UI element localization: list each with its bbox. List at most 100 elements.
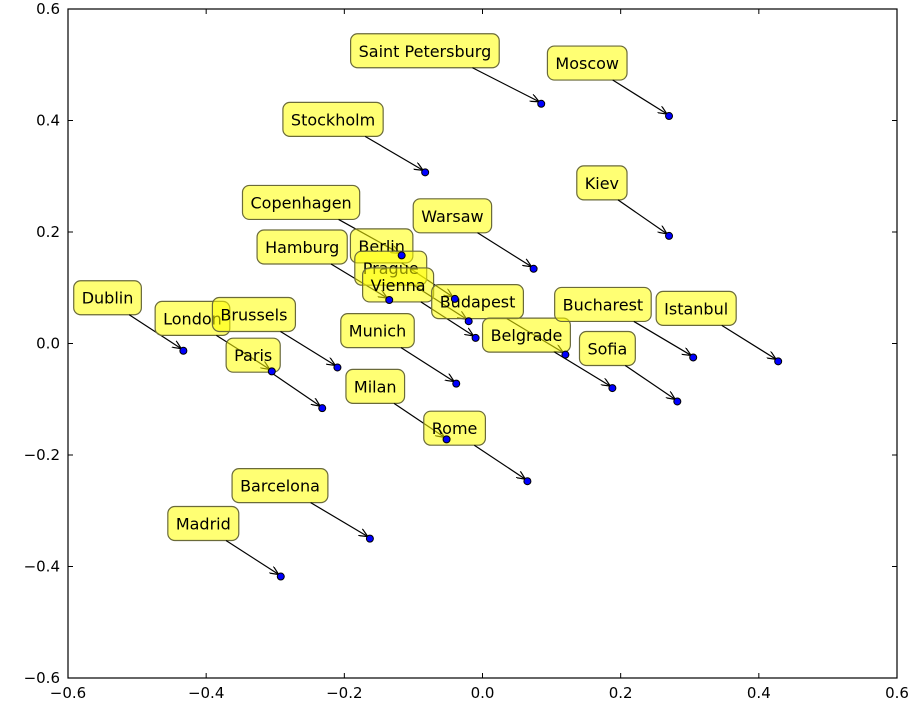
label-box-milan bbox=[345, 368, 406, 404]
annotation-budapest: Budapest bbox=[431, 284, 564, 353]
label-copenhagen: Copenhagen bbox=[250, 193, 351, 212]
label-box-dublin bbox=[73, 280, 142, 316]
point-madrid bbox=[276, 572, 285, 581]
annotation-istanbul: Istanbul bbox=[655, 290, 776, 359]
label-box-hamburg bbox=[256, 229, 348, 265]
annotation-belgrade: Belgrade bbox=[481, 317, 611, 386]
label-box-belgrade bbox=[481, 317, 571, 353]
annotation-copenhagen: Copenhagen bbox=[241, 184, 399, 253]
label-box-brussels bbox=[211, 296, 297, 333]
label-rome: Rome bbox=[432, 419, 478, 438]
label-london: London bbox=[163, 309, 222, 328]
x-tick-label: 0.4 bbox=[747, 684, 771, 702]
annotation-madrid: Madrid bbox=[167, 505, 279, 575]
point-moscow bbox=[665, 112, 674, 121]
label-milan: Milan bbox=[354, 377, 397, 396]
label-dublin: Dublin bbox=[82, 289, 134, 308]
arrow-barcelona bbox=[310, 502, 368, 537]
arrow-brussels bbox=[280, 330, 335, 365]
label-box-barcelona bbox=[231, 468, 329, 504]
annotation-paris: Paris bbox=[225, 337, 320, 406]
label-box-madrid bbox=[167, 505, 240, 542]
annotation-milan: Milan bbox=[345, 368, 445, 437]
annotation-dublin: Dublin bbox=[73, 280, 182, 349]
data-points bbox=[179, 99, 783, 581]
label-saint-petersburg: Saint Petersburg bbox=[359, 42, 492, 61]
x-tick-label: −0.2 bbox=[326, 684, 362, 702]
arrow-paris bbox=[270, 371, 320, 406]
label-box-copenhagen bbox=[241, 184, 361, 221]
point-brussels bbox=[333, 363, 342, 372]
point-warsaw bbox=[529, 264, 538, 273]
annotation-hamburg: Hamburg bbox=[256, 229, 387, 298]
x-tick-label: −0.4 bbox=[188, 684, 224, 702]
label-istanbul: Istanbul bbox=[664, 299, 728, 318]
label-box-moscow bbox=[546, 45, 628, 81]
label-box-sofia bbox=[578, 330, 636, 367]
label-box-saint-petersburg bbox=[350, 33, 500, 69]
point-munich bbox=[452, 379, 461, 388]
point-stockholm bbox=[421, 168, 430, 177]
ticks: −0.6 −0.4 −0.2 0.0 0.2 0.4 0.6 −0.6 −0.4 −0.2 0.0 0… bbox=[24, 0, 908, 702]
y-tick-label: 0.6 bbox=[36, 0, 60, 18]
label-box-rome bbox=[423, 410, 487, 446]
point-sofia bbox=[673, 397, 682, 406]
x-tick-label: 0.0 bbox=[471, 684, 495, 702]
arrow-moscow bbox=[612, 79, 667, 114]
annotation-stockholm: Stockholm bbox=[282, 101, 423, 170]
arrow-munich bbox=[400, 347, 454, 382]
label-budapest: Budapest bbox=[440, 293, 516, 312]
label-box-warsaw bbox=[412, 198, 493, 234]
point-prague bbox=[464, 317, 473, 326]
annotation-warsaw: Warsaw bbox=[412, 198, 531, 267]
label-box-paris bbox=[225, 337, 281, 373]
point-milan bbox=[442, 435, 451, 444]
annotation-kiev: Kiev bbox=[576, 165, 667, 234]
point-budapest bbox=[561, 350, 570, 359]
arrow-dublin bbox=[128, 314, 181, 349]
label-box-munich bbox=[340, 313, 415, 349]
annotation-barcelona: Barcelona bbox=[231, 468, 368, 537]
point-saint-petersburg bbox=[537, 99, 546, 108]
point-istanbul bbox=[774, 357, 783, 366]
point-barcelona bbox=[365, 534, 374, 543]
annotation-saint-petersburg: Saint Petersburg bbox=[350, 33, 540, 102]
label-madrid: Madrid bbox=[176, 515, 231, 534]
x-tick-label: 0.6 bbox=[885, 684, 908, 702]
label-vienna: Vienna bbox=[371, 276, 426, 295]
arrow-istanbul bbox=[721, 324, 776, 359]
arrow-stockholm bbox=[364, 135, 423, 170]
point-bucharest bbox=[689, 353, 698, 362]
annotation-moscow: Moscow bbox=[546, 45, 667, 114]
arrow-saint-petersburg bbox=[472, 67, 539, 102]
label-box-vienna bbox=[362, 267, 435, 303]
y-tick-label: 0.0 bbox=[36, 335, 60, 353]
arrow-rome bbox=[473, 444, 525, 479]
annotation-bucharest: Bucharest bbox=[554, 286, 692, 355]
point-berlin bbox=[450, 294, 459, 303]
point-copenhagen bbox=[397, 251, 406, 260]
label-bucharest: Bucharest bbox=[563, 295, 644, 314]
arrow-bucharest bbox=[633, 320, 691, 355]
annotation-munich: Munich bbox=[340, 313, 454, 382]
point-dublin bbox=[179, 346, 188, 355]
label-kiev: Kiev bbox=[585, 174, 619, 193]
x-tick-label: −0.6 bbox=[50, 684, 86, 702]
label-box-budapest bbox=[431, 284, 524, 320]
point-london bbox=[267, 367, 276, 376]
annotation-rome: Rome bbox=[423, 410, 526, 479]
label-sofia: Sofia bbox=[587, 339, 627, 358]
point-vienna bbox=[471, 333, 480, 342]
annotation-brussels: Brussels bbox=[211, 296, 335, 365]
label-barcelona: Barcelona bbox=[240, 477, 320, 496]
annotation-vienna: Vienna bbox=[362, 267, 474, 336]
label-belgrade: Belgrade bbox=[491, 326, 563, 345]
label-box-stockholm bbox=[282, 101, 384, 137]
y-tick-label: 0.4 bbox=[36, 112, 60, 130]
point-rome bbox=[523, 477, 532, 486]
point-kiev bbox=[665, 231, 674, 240]
point-paris bbox=[318, 404, 327, 413]
annotations: Saint Petersburg Moscow Stockholm Kiev Copen… bbox=[73, 33, 776, 575]
axes: −0.6 −0.4 −0.2 0.0 0.2 0.4 0.6 −0.6 −0.4 −0.2 0.0 0… bbox=[24, 0, 908, 702]
